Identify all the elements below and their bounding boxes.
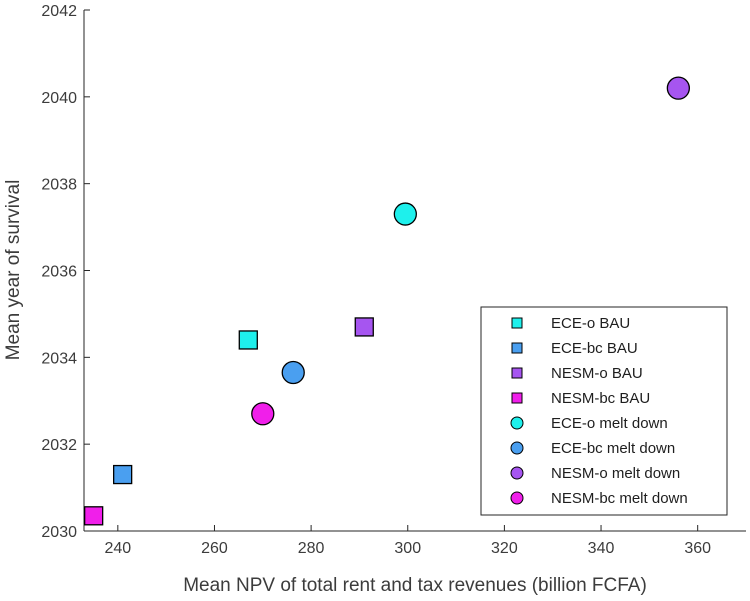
x-tick-label: 340: [588, 540, 615, 557]
x-axis-title: Mean NPV of total rent and tax revenues …: [183, 575, 647, 596]
y-ticks: 2030 2032 2034 2036 2038 2040 2042: [41, 3, 90, 541]
y-tick-label: 2034: [41, 350, 77, 367]
point-nesm-bc-melt-down: [251, 402, 275, 426]
point-ece-o-melt-down: [393, 202, 417, 226]
point-ece-o-bau: [238, 330, 258, 350]
legend-label: NESM-o melt down: [551, 465, 680, 482]
x-tick-label: 300: [394, 540, 421, 557]
legend-label: NESM-bc BAU: [551, 390, 650, 407]
y-tick-label: 2032: [41, 437, 77, 454]
legend-label: ECE-o melt down: [551, 415, 668, 432]
point-nesm-o-bau: [354, 317, 374, 337]
x-tick-label: 320: [491, 540, 518, 557]
point-ece-bc-bau: [113, 464, 133, 485]
legend-entries: ECE-o BAU ECE-bc BAU NESM-o BAU NESM-bc BAU…: [510, 315, 688, 507]
legend-marker: [510, 491, 524, 505]
point-ece-bc-melt-down: [281, 360, 305, 385]
legend-label: ECE-bc melt down: [551, 440, 675, 457]
data-points: [84, 76, 691, 526]
legend-label: NESM-bc melt down: [551, 490, 688, 507]
y-axis-title: Mean year of survival: [3, 180, 24, 361]
y-tick-label: 2030: [41, 524, 77, 541]
legend-marker: [511, 367, 523, 379]
x-ticks: 240 260 280 300 320 340 360: [104, 525, 711, 557]
x-tick-label: 280: [298, 540, 325, 557]
legend-marker: [511, 342, 523, 354]
legend-label: NESM-o BAU: [551, 365, 643, 382]
y-tick-label: 2038: [41, 177, 77, 194]
legend-marker: [510, 416, 524, 430]
y-tick-label: 2036: [41, 264, 77, 281]
y-tick-label: 2042: [41, 3, 77, 20]
x-tick-label: 240: [104, 540, 131, 557]
point-nesm-o-melt-down: [666, 76, 691, 100]
point-nesm-bc-bau: [84, 506, 104, 526]
legend-label: ECE-o BAU: [551, 315, 630, 332]
legend-marker: [511, 392, 523, 404]
legend: ECE-o BAU ECE-bc BAU NESM-o BAU NESM-bc BAU…: [480, 306, 728, 516]
y-tick-label: 2040: [41, 90, 77, 107]
legend-box: [480, 306, 728, 516]
legend-marker: [510, 466, 524, 480]
legend-marker: [511, 317, 523, 329]
legend-marker: [510, 441, 524, 455]
x-tick-label: 360: [684, 540, 711, 557]
x-tick-label: 260: [201, 540, 228, 557]
legend-label: ECE-bc BAU: [551, 340, 638, 357]
